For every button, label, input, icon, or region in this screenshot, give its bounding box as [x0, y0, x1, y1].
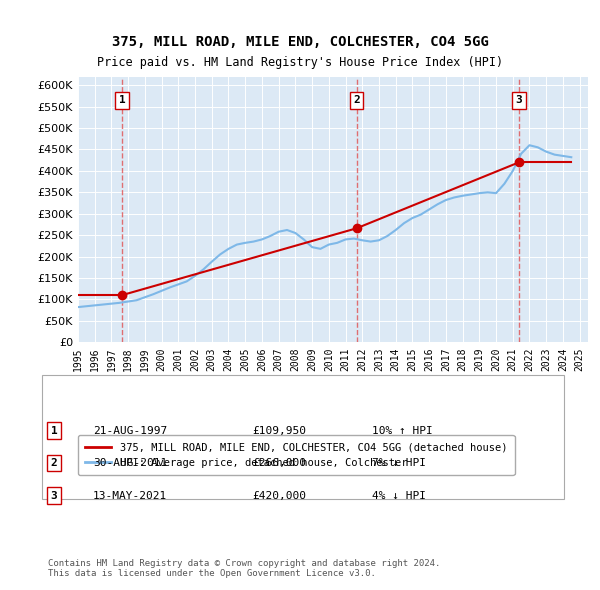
- Text: Price paid vs. HM Land Registry's House Price Index (HPI): Price paid vs. HM Land Registry's House …: [97, 56, 503, 69]
- Text: £420,000: £420,000: [252, 491, 306, 500]
- Text: 2: 2: [50, 458, 58, 468]
- Legend: 375, MILL ROAD, MILE END, COLCHESTER, CO4 5GG (detached house), HPI: Average pri: 375, MILL ROAD, MILE END, COLCHESTER, CO…: [78, 435, 515, 475]
- Text: £266,000: £266,000: [252, 458, 306, 468]
- Text: 7% ↓ HPI: 7% ↓ HPI: [372, 458, 426, 468]
- Text: 2: 2: [353, 95, 360, 105]
- Text: Contains HM Land Registry data © Crown copyright and database right 2024.
This d: Contains HM Land Registry data © Crown c…: [48, 559, 440, 578]
- Text: £109,950: £109,950: [252, 426, 306, 435]
- Text: 30-AUG-2011: 30-AUG-2011: [93, 458, 167, 468]
- Text: 3: 3: [515, 95, 523, 105]
- Text: 1: 1: [119, 95, 125, 105]
- Text: 4% ↓ HPI: 4% ↓ HPI: [372, 491, 426, 500]
- Text: 1: 1: [50, 426, 58, 435]
- Text: 13-MAY-2021: 13-MAY-2021: [93, 491, 167, 500]
- Text: 375, MILL ROAD, MILE END, COLCHESTER, CO4 5GG: 375, MILL ROAD, MILE END, COLCHESTER, CO…: [112, 35, 488, 50]
- Text: 10% ↑ HPI: 10% ↑ HPI: [372, 426, 433, 435]
- Text: 3: 3: [50, 491, 58, 500]
- Text: 21-AUG-1997: 21-AUG-1997: [93, 426, 167, 435]
